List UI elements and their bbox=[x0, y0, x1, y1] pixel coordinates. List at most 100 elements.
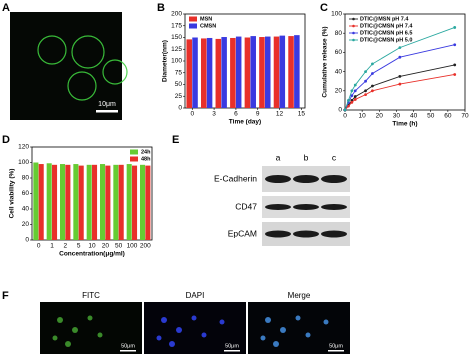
lane-label: a bbox=[276, 152, 281, 162]
marker bbox=[347, 104, 350, 108]
panel-label: D bbox=[2, 134, 10, 146]
marker bbox=[347, 99, 350, 102]
scale-label: 50μm bbox=[121, 343, 135, 349]
lane-label: c bbox=[332, 152, 337, 162]
image-title: FITC bbox=[82, 291, 100, 300]
legend-swatch bbox=[352, 24, 355, 28]
x-tick-label: 50 bbox=[427, 113, 435, 120]
x-tick-label: 6 bbox=[234, 111, 238, 118]
x-tick-label: 200 bbox=[140, 243, 151, 250]
row-label: CD47 bbox=[235, 201, 257, 211]
bar bbox=[288, 36, 294, 109]
x-tick-label: 15 bbox=[298, 111, 306, 118]
marker bbox=[398, 75, 402, 78]
bar bbox=[192, 37, 198, 108]
marker bbox=[350, 89, 354, 93]
western-blot: a b c E-Cadherin CD47 EpCAM bbox=[214, 152, 350, 246]
scale-label: 50μm bbox=[329, 343, 343, 349]
legend-swatch bbox=[352, 31, 355, 35]
bar bbox=[33, 162, 39, 240]
y-tick-label: 120 bbox=[18, 144, 29, 151]
y-tick-label: 125 bbox=[171, 46, 182, 53]
y-tick-label: 60 bbox=[22, 190, 30, 197]
bar bbox=[145, 165, 151, 240]
marker bbox=[353, 83, 357, 87]
bar bbox=[132, 165, 138, 240]
marker bbox=[350, 99, 354, 102]
marker bbox=[353, 98, 357, 101]
legend-label: CMSN bbox=[200, 23, 216, 29]
y-tick-label: 200 bbox=[171, 11, 182, 18]
x-tick-label: 20 bbox=[102, 243, 110, 250]
y-tick-label: 150 bbox=[171, 34, 182, 41]
x-tick-label: 50 bbox=[115, 243, 123, 250]
x-tick-label: 60 bbox=[444, 113, 452, 120]
x-axis-label: Time (day) bbox=[229, 119, 261, 126]
marker bbox=[371, 89, 374, 93]
panel-label: C bbox=[320, 2, 328, 14]
plot-frame bbox=[344, 13, 466, 111]
x-axis-label: Time (h) bbox=[392, 121, 417, 128]
bar bbox=[105, 165, 111, 240]
bar bbox=[65, 164, 71, 240]
bar bbox=[201, 38, 207, 108]
line bbox=[344, 27, 455, 111]
marker bbox=[371, 62, 374, 66]
bar bbox=[186, 39, 192, 108]
marker bbox=[371, 72, 374, 75]
bar bbox=[259, 37, 265, 108]
marker bbox=[398, 55, 402, 59]
y-tick-label: 0 bbox=[178, 105, 182, 112]
bar bbox=[73, 164, 79, 240]
y-tick-label: 20 bbox=[335, 88, 343, 95]
y-tick-label: 25 bbox=[175, 93, 183, 100]
marker bbox=[364, 93, 367, 97]
x-tick-label: 100 bbox=[127, 243, 138, 250]
x-tick-label: 0 bbox=[343, 113, 347, 120]
bar bbox=[52, 164, 58, 240]
bar bbox=[230, 37, 236, 108]
x-tick-label: 2 bbox=[64, 243, 68, 250]
legend-label: DTIC@CMSN pH 5.0 bbox=[360, 37, 412, 43]
y-tick-label: 0 bbox=[25, 237, 29, 244]
y-tick-label: 0 bbox=[338, 107, 342, 114]
x-tick-label: 10 bbox=[88, 243, 96, 250]
y-tick-label: 100 bbox=[18, 159, 29, 166]
bar bbox=[265, 36, 271, 109]
y-axis-label: Diameter(nm) bbox=[162, 40, 169, 82]
bar bbox=[113, 164, 119, 240]
x-tick-label: 12 bbox=[276, 111, 284, 118]
x-tick-label: 0 bbox=[190, 111, 194, 118]
x-tick-label: 9 bbox=[256, 111, 260, 118]
y-axis-label: Cumulative release (%) bbox=[322, 26, 329, 97]
marker bbox=[371, 84, 374, 88]
bar bbox=[221, 37, 227, 108]
x-tick-label: 70 bbox=[461, 113, 469, 120]
marker bbox=[398, 46, 402, 49]
legend-label: DTIC@CMSN pH 7.4 bbox=[360, 23, 413, 29]
row-label: E-Cadherin bbox=[214, 173, 257, 183]
marker bbox=[364, 70, 367, 73]
marker bbox=[350, 100, 354, 104]
image-title: DAPI bbox=[186, 291, 205, 300]
legend-label: 24h bbox=[141, 149, 151, 155]
marker bbox=[364, 89, 367, 93]
bar bbox=[206, 37, 213, 108]
y-tick-label: 60 bbox=[335, 49, 343, 56]
bar bbox=[250, 36, 256, 109]
marker bbox=[453, 43, 457, 47]
legend-label: 48h bbox=[141, 156, 151, 162]
y-tick-label: 100 bbox=[171, 58, 182, 65]
marker bbox=[343, 108, 347, 112]
marker bbox=[353, 95, 357, 98]
marker bbox=[453, 73, 457, 76]
legend-swatch bbox=[130, 156, 138, 162]
marker bbox=[353, 89, 357, 93]
marker bbox=[453, 26, 457, 29]
panel-label: B bbox=[157, 2, 165, 14]
y-tick-label: 20 bbox=[22, 221, 30, 228]
bar bbox=[60, 164, 66, 240]
bar bbox=[86, 164, 92, 240]
bar bbox=[78, 165, 84, 240]
marker bbox=[364, 79, 367, 83]
